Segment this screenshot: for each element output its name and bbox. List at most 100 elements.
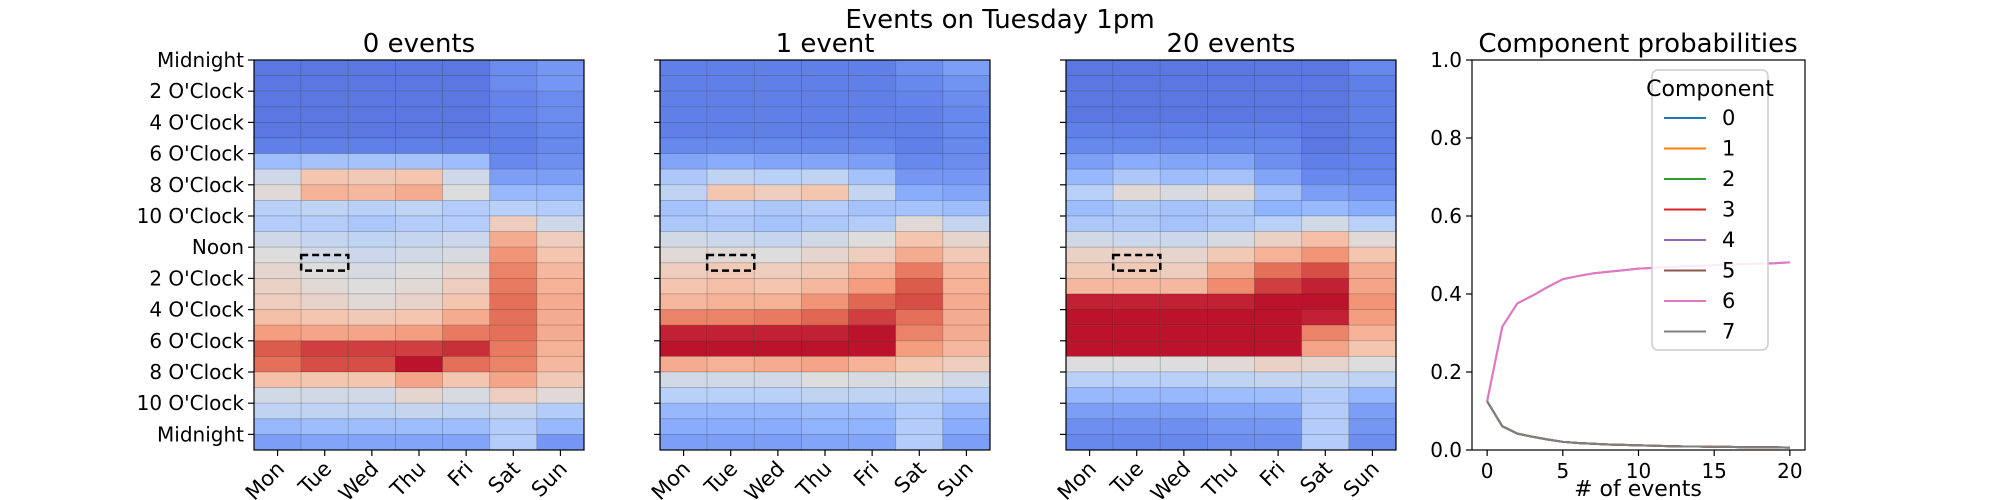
heatmap-cell [347, 215, 396, 233]
heatmap-cell [1159, 355, 1208, 373]
heatmap-cell [942, 355, 991, 373]
heatmap-cell [347, 168, 396, 186]
heatmap-cell [1348, 215, 1397, 233]
x-tick-label: 5 [1556, 459, 1569, 483]
x-tick-label: Wed [1146, 457, 1195, 500]
heatmap-cell [347, 262, 396, 279]
legend-frame [1651, 69, 1769, 351]
heatmap-cell [442, 293, 491, 311]
heatmap-cell [1112, 418, 1161, 435]
y-tick-label: Midnight [157, 48, 244, 72]
heatmap-cell [1065, 90, 1114, 108]
heatmap-cell [1065, 75, 1114, 92]
heatmap-cell [1207, 122, 1255, 139]
heatmap-cell [300, 371, 349, 389]
heatmap-cell [942, 418, 991, 435]
heatmap-cell [1254, 59, 1303, 77]
heatmap-cell [1112, 168, 1161, 186]
heatmap-cell [1254, 168, 1303, 186]
heatmap-cell [848, 215, 897, 233]
heatmap-cell [489, 122, 538, 139]
heatmap-cell [1301, 293, 1350, 311]
heatmap-cell [659, 106, 708, 123]
heatmap-cell [1159, 262, 1208, 279]
heatmap-cell [1112, 402, 1161, 420]
heatmap-cell [942, 59, 991, 77]
heatmap-cell [1348, 262, 1397, 279]
heatmap-cell [659, 418, 708, 435]
heatmap-cell [942, 293, 991, 311]
heatmap-cell [1159, 371, 1208, 389]
x-tick-label: Fri [1255, 457, 1290, 492]
heatmap-cell [1348, 246, 1397, 264]
heatmap-cell [536, 184, 585, 201]
heatmap-cell [942, 246, 991, 264]
heatmap-cell [801, 168, 849, 186]
heatmap-cell [536, 262, 585, 279]
heatmap-cell [942, 168, 991, 186]
heatmap-cell [895, 371, 944, 389]
heatmap-cell [300, 168, 349, 186]
heatmap-cell [1159, 137, 1208, 155]
heatmap-cell [1301, 106, 1350, 123]
heatmap-cell [1159, 418, 1208, 435]
heatmap-cell [395, 199, 443, 217]
heatmap-cell [942, 340, 991, 357]
heatmap-cell [489, 309, 538, 326]
x-tick-label: Mon [1053, 457, 1101, 500]
heatmap-cell [942, 90, 991, 108]
heatmap-cell [659, 184, 708, 201]
heatmap-cell [395, 324, 443, 342]
heatmap-cell [1348, 309, 1397, 326]
heatmap-cell [489, 293, 538, 311]
heatmap-cell [706, 59, 755, 77]
heatmap-cell [1254, 324, 1303, 342]
heatmap-cell [442, 355, 491, 373]
y-tick-label: 0.6 [1430, 204, 1462, 228]
heatmap-cell [848, 106, 897, 123]
heatmap-cell [659, 153, 708, 170]
heatmap-cell [1207, 262, 1255, 279]
heatmap-cell [536, 246, 585, 264]
heatmap-cell [1348, 324, 1397, 342]
heatmap-cell [1112, 59, 1161, 77]
heatmap-cell [753, 262, 802, 279]
heatmap-cell [536, 277, 585, 295]
heatmap-cell [253, 231, 302, 248]
heatmap-cell [895, 168, 944, 186]
heatmap-cell [395, 340, 443, 357]
heatmap-cell [442, 231, 491, 248]
y-tick-label: 8 O'Clock [149, 173, 244, 197]
heatmap-cell [659, 262, 708, 279]
y-tick-label: 1.0 [1430, 48, 1462, 72]
heatmap-cell [1254, 309, 1303, 326]
heatmap-cell [536, 75, 585, 92]
heatmap-cell [659, 59, 708, 77]
heatmap-cell [1301, 153, 1350, 170]
heatmap-cell [659, 309, 708, 326]
heatmap-cell [395, 309, 443, 326]
heatmap-cell [1207, 340, 1255, 357]
x-tick-label: Tue [1105, 457, 1148, 500]
heatmap-cell [536, 418, 585, 435]
heatmap-cell [1254, 340, 1303, 357]
heatmap-cell [489, 433, 538, 451]
heatmap-cell [942, 106, 991, 123]
heatmap-cell [1159, 59, 1208, 77]
heatmap-cell [395, 59, 443, 77]
line-chart-title: Component probabilities [1478, 29, 1797, 59]
y-tick-label: 6 O'Clock [149, 329, 244, 353]
heatmap-cell [1065, 433, 1114, 451]
heatmap-cell [848, 90, 897, 108]
heatmap-cell [489, 371, 538, 389]
heatmap-cell [1207, 433, 1255, 451]
heatmap-cell [659, 137, 708, 155]
heatmap-cell [942, 153, 991, 170]
heatmap-cell [1301, 122, 1350, 139]
heatmap-cell [706, 231, 755, 248]
heatmap-cell [347, 371, 396, 389]
heatmap-cell [1159, 106, 1208, 123]
legend-label: 5 [1722, 259, 1735, 283]
heatmap-cell [1348, 355, 1397, 373]
heatmap-cell [659, 277, 708, 295]
